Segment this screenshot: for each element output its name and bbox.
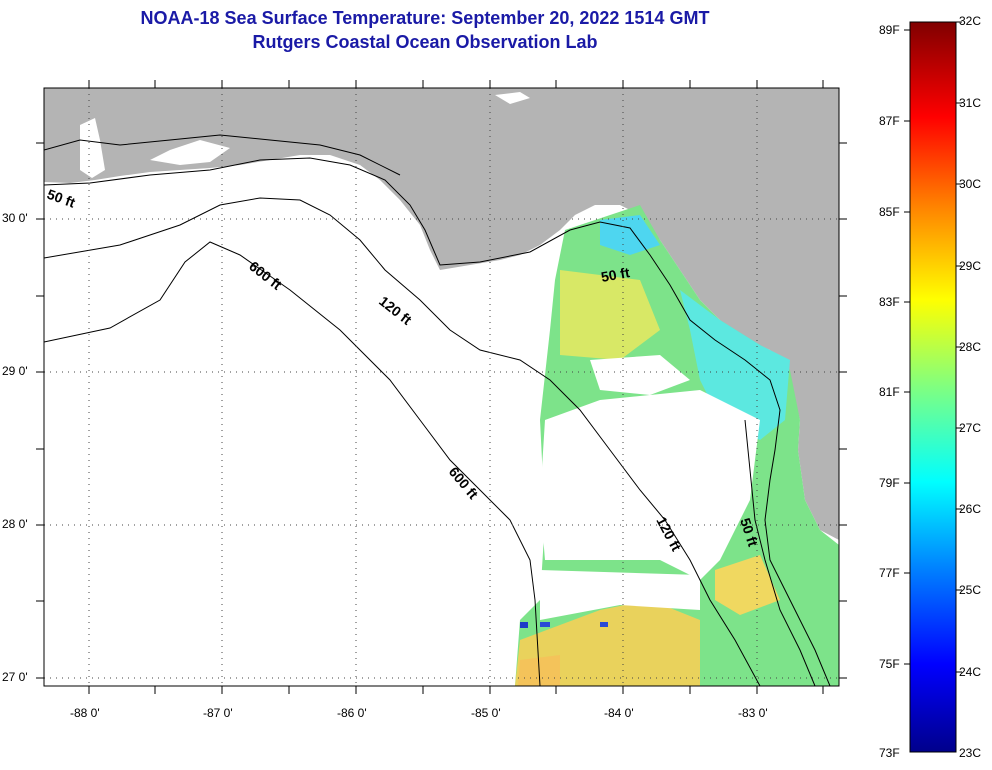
colorbar-label-c: 29C [959, 259, 982, 273]
map-border [43, 87, 840, 687]
colorbar-label-c: 31C [959, 96, 982, 110]
bay [495, 92, 530, 104]
colorbar-label-f: 75F [879, 657, 900, 671]
cold-pixel [540, 622, 550, 627]
colorbar-label-f: 79F [879, 476, 900, 490]
colorbar-label-c: 26C [959, 502, 982, 516]
lon-label: -87 0' [203, 706, 233, 720]
lat-label: 27 0' [2, 670, 28, 684]
colorbar-label-c: 30C [959, 177, 982, 191]
lon-label: -88 0' [70, 706, 100, 720]
sst-cyan-patch [680, 290, 790, 440]
cold-pixel [520, 622, 528, 628]
contour-coast [44, 134, 401, 176]
colorbar-label-f: 73F [879, 746, 900, 760]
lat-label: 30 0' [2, 211, 28, 225]
sst-warm-patch [515, 600, 700, 686]
lon-label: -85 0' [471, 706, 501, 720]
contour-50ft-east [744, 419, 816, 686]
colorbar-label-f: 87F [879, 114, 900, 128]
colorbar-label-f: 77F [879, 566, 900, 580]
colorbar-label-c: 28C [959, 340, 982, 354]
cloud-area [590, 355, 690, 395]
sst-warm-patch [560, 270, 660, 360]
bay [150, 140, 230, 165]
colorbar-label-c: 32C [959, 14, 982, 28]
lat-label: 29 0' [2, 364, 28, 378]
sst-warm-patch [715, 555, 780, 615]
graticule [44, 88, 839, 686]
colorbar [909, 21, 957, 753]
cold-pixel [600, 622, 608, 627]
map-title: NOAA-18 Sea Surface Temperature: Septemb… [140, 8, 710, 28]
contour-600ft [44, 241, 541, 686]
map-subtitle: Rutgers Coastal Ocean Observation Lab [252, 32, 598, 52]
lat-label: 28 0' [2, 517, 28, 531]
colorbar-label-f: 85F [879, 205, 900, 219]
contour-120ft [44, 197, 761, 686]
colorbar-label-c: 27C [959, 421, 982, 435]
ticks [36, 80, 847, 694]
colorbar-label-f: 89F [879, 23, 900, 37]
contour-label: 50 ft [600, 264, 631, 285]
colorbar-ticks [904, 21, 962, 673]
cloud-area [540, 570, 700, 620]
lon-label: -86 0' [337, 706, 367, 720]
land-area [44, 88, 839, 540]
lon-label: -83 0' [738, 706, 768, 720]
cloud-area [540, 390, 760, 580]
colorbar-label-c: 23C [959, 746, 982, 760]
contour-50ft [44, 157, 831, 686]
lon-label: -84 0' [604, 706, 634, 720]
bay [80, 118, 105, 178]
colorbar-label-c: 25C [959, 583, 982, 597]
colorbar-label-f: 83F [879, 295, 900, 309]
colorbar-label-c: 24C [959, 665, 982, 679]
colorbar-label-f: 81F [879, 385, 900, 399]
